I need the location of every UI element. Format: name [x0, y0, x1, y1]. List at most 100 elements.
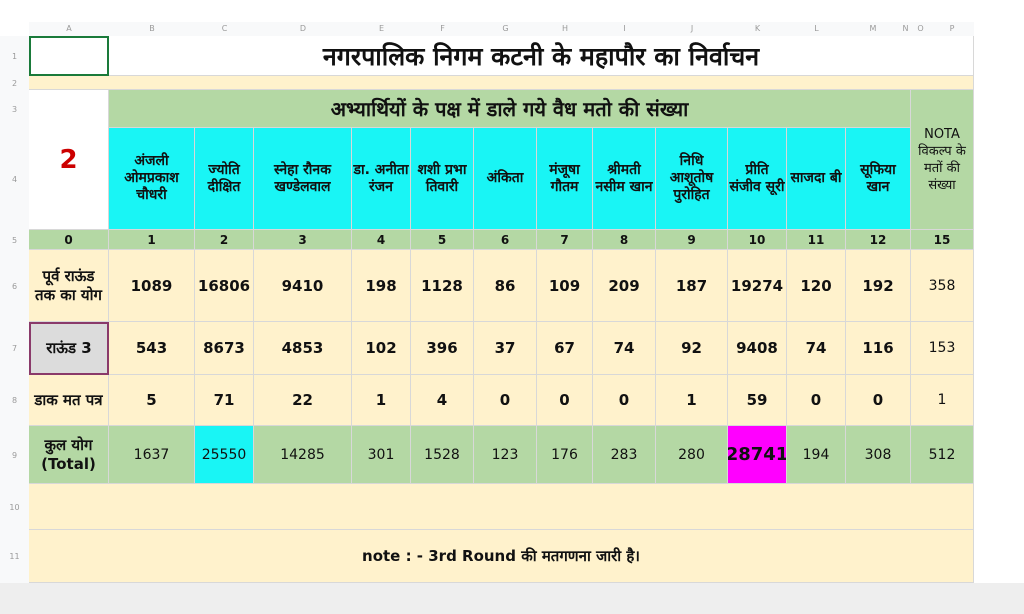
vote-cell-previous[interactable]: 198 [352, 250, 411, 322]
candidate-name[interactable]: प्रीति संजीव सूरी [728, 128, 787, 230]
candidate-name[interactable]: शशी प्रभा तिवारी [411, 128, 474, 230]
vote-cell-postal[interactable]: 0 [474, 375, 537, 426]
vote-cell-round[interactable]: 116 [846, 322, 911, 375]
nota-cell-round[interactable]: 153 [911, 322, 974, 375]
vote-cell-total[interactable]: 283 [593, 426, 656, 484]
candidate-index[interactable]: 1 [109, 230, 195, 250]
vote-cell-previous[interactable]: 1128 [411, 250, 474, 322]
vote-cell-postal[interactable]: 1 [352, 375, 411, 426]
vote-cell-total[interactable]: 301 [352, 426, 411, 484]
candidate-index[interactable]: 5 [411, 230, 474, 250]
nota-cell-previous[interactable]: 358 [911, 250, 974, 322]
vote-cell-round[interactable]: 67 [537, 322, 593, 375]
column-header-c[interactable]: C [195, 22, 254, 36]
row-header-1[interactable]: 1 [0, 36, 29, 76]
cell-a1[interactable] [29, 36, 109, 76]
candidate-name[interactable]: मंजूषा गौतम [537, 128, 593, 230]
column-header-i[interactable]: I [593, 22, 656, 36]
candidate-name[interactable]: डा. अनीता रंजन [352, 128, 411, 230]
vote-cell-previous[interactable]: 86 [474, 250, 537, 322]
row-header-2[interactable]: 2 [0, 76, 29, 90]
column-header-e[interactable]: E [352, 22, 411, 36]
candidate-name[interactable]: अंकिता [474, 128, 537, 230]
vote-cell-previous[interactable]: 209 [593, 250, 656, 322]
column-header-m[interactable]: M [846, 22, 900, 36]
column-header-f[interactable]: F [411, 22, 474, 36]
vote-cell-total[interactable]: 14285 [254, 426, 352, 484]
previous-label[interactable]: पूर्व राऊंड तक का योग [29, 250, 109, 322]
vote-cell-postal[interactable]: 0 [846, 375, 911, 426]
candidate-index[interactable]: 10 [728, 230, 787, 250]
vote-cell-postal[interactable]: 4 [411, 375, 474, 426]
vote-cell-total[interactable]: 194 [787, 426, 846, 484]
vote-cell-postal[interactable]: 71 [195, 375, 254, 426]
round-number-cell[interactable]: 2 [29, 90, 109, 230]
vote-cell-round[interactable]: 543 [109, 322, 195, 375]
vote-cell-total[interactable]: 28741 [728, 426, 787, 484]
nota-cell-total[interactable]: 512 [911, 426, 974, 484]
vote-cell-round[interactable]: 4853 [254, 322, 352, 375]
column-header-k[interactable]: K [728, 22, 787, 36]
vote-cell-previous[interactable]: 1089 [109, 250, 195, 322]
column-header-h[interactable]: H [537, 22, 593, 36]
candidate-index[interactable]: 7 [537, 230, 593, 250]
vote-cell-round[interactable]: 74 [787, 322, 846, 375]
vote-cell-postal[interactable]: 22 [254, 375, 352, 426]
column-header-a[interactable]: A [29, 22, 109, 36]
column-header-p[interactable]: P [930, 22, 974, 36]
candidate-index[interactable]: 12 [846, 230, 911, 250]
row-header-10[interactable]: 10 [0, 484, 29, 530]
column-header-o[interactable]: O [911, 22, 930, 36]
vote-cell-round[interactable]: 37 [474, 322, 537, 375]
row-header-7[interactable]: 7 [0, 322, 29, 375]
vote-cell-round[interactable]: 74 [593, 322, 656, 375]
candidate-index[interactable]: 9 [656, 230, 728, 250]
vote-cell-postal[interactable]: 0 [593, 375, 656, 426]
column-header-n[interactable]: N [900, 22, 911, 36]
candidate-name[interactable]: सूफिया खान [846, 128, 911, 230]
total-label[interactable]: कुल योग (Total) [29, 426, 109, 484]
vote-cell-previous[interactable]: 19274 [728, 250, 787, 322]
vote-cell-round[interactable]: 396 [411, 322, 474, 375]
vote-cell-postal[interactable]: 0 [787, 375, 846, 426]
vote-cell-round[interactable]: 9408 [728, 322, 787, 375]
row-header-9[interactable]: 9 [0, 426, 29, 484]
vote-cell-postal[interactable]: 0 [537, 375, 593, 426]
candidate-name[interactable]: अंजली ओमप्रकाश चौधरी [109, 128, 195, 230]
nota-cell-postal[interactable]: 1 [911, 375, 974, 426]
candidate-index[interactable]: 11 [787, 230, 846, 250]
candidate-name[interactable]: निधि आशूतोष पुरोहित [656, 128, 728, 230]
vote-cell-round[interactable]: 102 [352, 322, 411, 375]
vote-cell-previous[interactable]: 9410 [254, 250, 352, 322]
row-header-3[interactable]: 3 [0, 90, 29, 128]
vote-cell-previous[interactable]: 192 [846, 250, 911, 322]
candidate-index[interactable]: 2 [195, 230, 254, 250]
candidate-name[interactable]: स्नेहा रौनक खण्डेलवाल [254, 128, 352, 230]
row-header-11[interactable]: 11 [0, 530, 29, 583]
candidate-name[interactable]: साजदा बी [787, 128, 846, 230]
vote-cell-postal[interactable]: 1 [656, 375, 728, 426]
vote-cell-previous[interactable]: 187 [656, 250, 728, 322]
column-header-l[interactable]: L [787, 22, 846, 36]
column-header-g[interactable]: G [474, 22, 537, 36]
vote-cell-total[interactable]: 25550 [195, 426, 254, 484]
column-header-d[interactable]: D [254, 22, 352, 36]
index-label[interactable]: 0 [29, 230, 109, 250]
row-header-6[interactable]: 6 [0, 250, 29, 322]
candidate-index[interactable]: 4 [352, 230, 411, 250]
column-header-b[interactable]: B [109, 22, 195, 36]
row-header-5[interactable]: 5 [0, 230, 29, 250]
candidate-index[interactable]: 3 [254, 230, 352, 250]
vote-cell-previous[interactable]: 120 [787, 250, 846, 322]
candidate-name[interactable]: श्रीमती नसीम खान [593, 128, 656, 230]
vote-cell-previous[interactable]: 109 [537, 250, 593, 322]
column-header-j[interactable]: J [656, 22, 728, 36]
row-header-8[interactable]: 8 [0, 375, 29, 426]
candidate-name[interactable]: ज्योति दीक्षित [195, 128, 254, 230]
vote-cell-previous[interactable]: 16806 [195, 250, 254, 322]
vote-cell-total[interactable]: 123 [474, 426, 537, 484]
vote-cell-postal[interactable]: 59 [728, 375, 787, 426]
candidate-index[interactable]: 6 [474, 230, 537, 250]
vote-cell-total[interactable]: 1528 [411, 426, 474, 484]
round-label[interactable]: राऊंड 3 [29, 322, 109, 375]
